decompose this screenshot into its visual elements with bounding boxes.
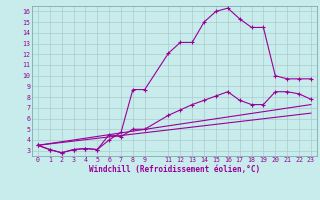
X-axis label: Windchill (Refroidissement éolien,°C): Windchill (Refroidissement éolien,°C) bbox=[89, 165, 260, 174]
